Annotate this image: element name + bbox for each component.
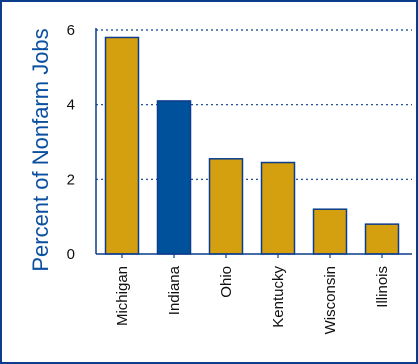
x-tick-label-ohio: Ohio: [218, 266, 235, 298]
bar-illinois: [364, 223, 400, 255]
bar-wisconsin: [312, 208, 348, 255]
bar-michigan: [104, 36, 140, 255]
bar-ohio: [208, 158, 244, 255]
y-tick-label: 2: [67, 171, 75, 188]
x-tick-label-wisconsin: Wisconsin: [322, 266, 339, 334]
y-axis-title: Percent of Nonfarm Jobs: [28, 28, 53, 271]
bar-chart: 0 2 4 6 Michigan Indiana Ohio Kentucky Wisconsin…: [28, 22, 412, 334]
y-tick-label: 0: [67, 246, 75, 263]
x-tick-label-indiana: Indiana: [166, 265, 183, 315]
axes: [95, 28, 412, 258]
x-tick-label-michigan: Michigan: [114, 266, 131, 326]
y-tick-label: 4: [67, 97, 75, 114]
x-tick-label-kentucky: Kentucky: [270, 266, 287, 328]
y-tick-label: 6: [67, 22, 75, 39]
axis-labels: 0 2 4 6 Michigan Indiana Ohio Kentucky Wisconsin…: [67, 22, 391, 334]
bar-kentucky: [260, 161, 296, 255]
bar-indiana: [156, 100, 192, 255]
x-tick-label-illinois: Illinois: [374, 266, 391, 308]
bars: [104, 36, 400, 255]
grid-lines: [96, 29, 412, 180]
